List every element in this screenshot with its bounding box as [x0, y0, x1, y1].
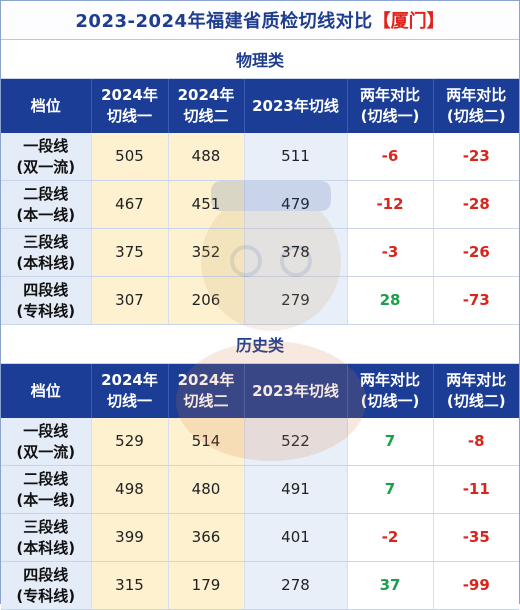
- header-diff-cut2: 两年对比 (切线二): [433, 364, 519, 418]
- section-title: 历史类: [1, 325, 519, 364]
- cutoff-2024-cut2-cell: 451: [168, 180, 245, 229]
- header-2024-cut1: 2024年 切线一: [91, 79, 169, 133]
- header-diff-cut1: 两年对比 (切线一): [347, 364, 434, 418]
- table-row: 一段线 (双一流) 505 488 511 -6 -23: [1, 133, 519, 181]
- diff-cut2-cell: -23: [433, 133, 519, 181]
- cutoff-2024-cut1-cell: 498: [91, 465, 169, 514]
- diff-cut2-cell: -35: [433, 513, 519, 562]
- header-row: 档位 2024年 切线一 2024年 切线二 2023年切线 两年对比 (切线一) 两年对比 (切…: [1, 79, 519, 133]
- diff-cut2-cell: -26: [433, 228, 519, 277]
- header-level: 档位: [1, 364, 92, 418]
- page-title: 2023-2024年福建省质检切线对比: [75, 11, 373, 32]
- diff-cut2-cell: -11: [433, 465, 519, 514]
- diff-cut2-cell: -73: [433, 276, 519, 325]
- cutoff-2024-cut1-cell: 399: [91, 513, 169, 562]
- cutoff-table: 档位 2024年 切线一 2024年 切线二 2023年切线 两年对比 (切线一) 两年对比 (切…: [1, 79, 519, 325]
- diff-cut1-cell: 7: [347, 418, 434, 466]
- header-diff-cut1: 两年对比 (切线一): [347, 79, 434, 133]
- level-cell: 二段线 (本一线): [1, 180, 92, 229]
- cutoff-2024-cut1-cell: 315: [91, 561, 169, 610]
- diff-cut1-cell: -2: [347, 513, 434, 562]
- header-2024-cut2: 2024年 切线二: [168, 364, 245, 418]
- level-cell: 一段线 (双一流): [1, 133, 92, 181]
- level-cell: 三段线 (本科线): [1, 513, 92, 562]
- cutoff-2024-cut1-cell: 307: [91, 276, 169, 325]
- cutoff-2024-cut2-cell: 206: [168, 276, 245, 325]
- level-cell: 三段线 (本科线): [1, 228, 92, 277]
- table-row: 二段线 (本一线) 467 451 479 -12 -28: [1, 180, 519, 229]
- cutoff-2023-cell: 378: [244, 228, 348, 277]
- cutoff-2023-cell: 401: [244, 513, 348, 562]
- table-row: 四段线 (专科线) 315 179 278 37 -99: [1, 561, 519, 610]
- diff-cut1-cell: 28: [347, 276, 434, 325]
- cutoff-2024-cut1-cell: 529: [91, 418, 169, 466]
- sections-container: 物理类 档位 2024年 切线一 2024年 切线二 2023年切线 两年对比 (切线一) 两年对…: [1, 40, 519, 610]
- diff-cut2-cell: -99: [433, 561, 519, 610]
- header-2023-cut: 2023年切线: [244, 79, 348, 133]
- header-2024-cut1: 2024年 切线一: [91, 364, 169, 418]
- diff-cut1-cell: 7: [347, 465, 434, 514]
- table-row: 三段线 (本科线) 399 366 401 -2 -35: [1, 513, 519, 562]
- city-label: 【厦门】: [372, 11, 445, 32]
- cutoff-2023-cell: 479: [244, 180, 348, 229]
- diff-cut1-cell: -3: [347, 228, 434, 277]
- cutoff-2024-cut2-cell: 366: [168, 513, 245, 562]
- cutoff-2024-cut2-cell: 179: [168, 561, 245, 610]
- cutoff-2024-cut2-cell: 488: [168, 133, 245, 181]
- table-row: 二段线 (本一线) 498 480 491 7 -11: [1, 465, 519, 514]
- cutoff-2024-cut2-cell: 480: [168, 465, 245, 514]
- title-bar: 2023-2024年福建省质检切线对比 【厦门】: [1, 1, 519, 40]
- section-title: 物理类: [1, 40, 519, 79]
- diff-cut2-cell: -28: [433, 180, 519, 229]
- table-row: 三段线 (本科线) 375 352 378 -3 -26: [1, 228, 519, 277]
- table-row: 四段线 (专科线) 307 206 279 28 -73: [1, 276, 519, 325]
- header-2024-cut2: 2024年 切线二: [168, 79, 245, 133]
- cutoff-2024-cut1-cell: 505: [91, 133, 169, 181]
- header-2023-cut: 2023年切线: [244, 364, 348, 418]
- header-diff-cut2: 两年对比 (切线二): [433, 79, 519, 133]
- cutoff-2024-cut1-cell: 375: [91, 228, 169, 277]
- cutoff-2024-cut2-cell: 514: [168, 418, 245, 466]
- diff-cut1-cell: -12: [347, 180, 434, 229]
- level-cell: 一段线 (双一流): [1, 418, 92, 466]
- cutoff-table: 档位 2024年 切线一 2024年 切线二 2023年切线 两年对比 (切线一) 两年对比 (切…: [1, 364, 519, 610]
- diff-cut1-cell: 37: [347, 561, 434, 610]
- cutoff-2023-cell: 278: [244, 561, 348, 610]
- diff-cut2-cell: -8: [433, 418, 519, 466]
- cutoff-2023-cell: 511: [244, 133, 348, 181]
- diff-cut1-cell: -6: [347, 133, 434, 181]
- cutoff-2023-cell: 279: [244, 276, 348, 325]
- cutoff-2023-cell: 522: [244, 418, 348, 466]
- cutoff-2023-cell: 491: [244, 465, 348, 514]
- level-cell: 四段线 (专科线): [1, 276, 92, 325]
- cutoff-2024-cut2-cell: 352: [168, 228, 245, 277]
- cutoff-2024-cut1-cell: 467: [91, 180, 169, 229]
- level-cell: 四段线 (专科线): [1, 561, 92, 610]
- header-level: 档位: [1, 79, 92, 133]
- table-row: 一段线 (双一流) 529 514 522 7 -8: [1, 418, 519, 466]
- level-cell: 二段线 (本一线): [1, 465, 92, 514]
- header-row: 档位 2024年 切线一 2024年 切线二 2023年切线 两年对比 (切线一) 两年对比 (切…: [1, 364, 519, 418]
